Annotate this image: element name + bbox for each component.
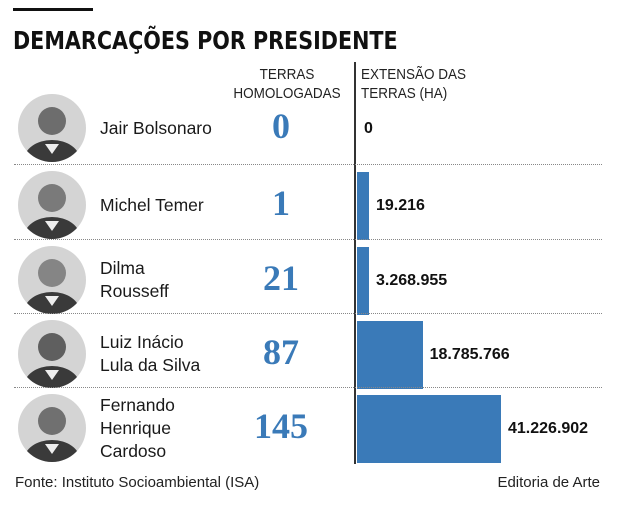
- president-photo: [18, 94, 86, 162]
- credit-note: Editoria de Arte: [497, 474, 600, 491]
- source-note: Fonte: Instituto Socioambiental (ISA): [15, 474, 260, 491]
- header-terras-homologadas: TERRAS HOMOLOGADAS: [233, 66, 341, 102]
- president-photo: [18, 171, 86, 239]
- chart-title: DEMARCAÇÕES POR PRESIDENTE: [13, 26, 398, 55]
- area-value-label: 19.216: [376, 197, 425, 214]
- president-name: Jair Bolsonaro: [100, 117, 212, 138]
- row-separator: [14, 239, 602, 240]
- area-value-label: 41.226.902: [508, 420, 589, 437]
- area-value-label: 18.785.766: [429, 346, 510, 363]
- president-row: Fernando Henrique Cardoso 145 41.226.902: [14, 390, 602, 466]
- terras-homologadas-value: 87: [263, 332, 299, 372]
- terras-homologadas-value: 1: [272, 183, 290, 223]
- president-row: Luiz Inácio Lula da Silva 87 18.785.766: [14, 316, 602, 392]
- president-name: Luiz Inácio Lula da Silva: [100, 332, 201, 375]
- president-photo: [18, 320, 86, 388]
- title-rule: [13, 8, 93, 11]
- area-bar: [357, 395, 501, 463]
- area-bar: [357, 172, 369, 240]
- president-photo: [18, 246, 86, 314]
- column-divider: [354, 62, 356, 464]
- header-extensao-terras: EXTENSÃO DAS TERRAS (HA): [361, 66, 467, 102]
- area-value-label: 0: [364, 120, 373, 137]
- president-row: Dilma Rousseff 21 3.268.955: [14, 242, 602, 318]
- area-bar: [357, 321, 423, 389]
- row-separator: [14, 313, 602, 314]
- terras-homologadas-value: 0: [272, 106, 290, 146]
- terras-homologadas-value: 145: [254, 406, 308, 446]
- row-separator: [14, 164, 602, 165]
- president-row: Jair Bolsonaro 0 0: [14, 90, 602, 166]
- row-separator: [14, 387, 602, 388]
- president-name: Dilma Rousseff: [100, 258, 169, 301]
- terras-homologadas-value: 21: [263, 258, 299, 298]
- president-row: Michel Temer 1 19.216: [14, 167, 602, 243]
- area-bar: [357, 247, 369, 315]
- president-name: Michel Temer: [100, 194, 204, 215]
- area-value-label: 3.268.955: [376, 272, 448, 289]
- president-photo: [18, 394, 86, 462]
- president-name: Fernando Henrique Cardoso: [100, 394, 175, 461]
